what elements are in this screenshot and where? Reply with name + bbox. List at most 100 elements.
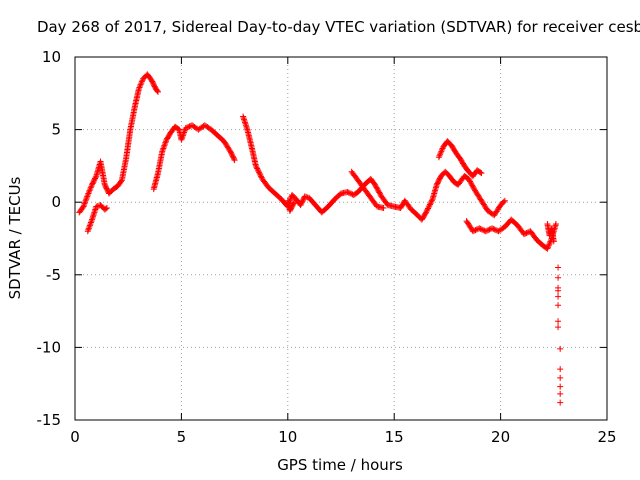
data-point xyxy=(522,230,529,237)
data-point xyxy=(428,198,435,205)
y-tick-label: 10 xyxy=(42,48,61,66)
chart-title: Day 268 of 2017, Sidereal Day-to-day VTE… xyxy=(37,18,640,36)
data-point xyxy=(253,164,260,171)
data-point xyxy=(84,228,91,235)
data-point xyxy=(181,128,188,135)
series-track-i xyxy=(544,220,557,245)
data-point xyxy=(86,223,93,230)
data-point xyxy=(290,200,297,207)
data-point xyxy=(425,204,432,211)
data-point xyxy=(87,219,94,226)
data-point xyxy=(372,181,379,188)
data-point xyxy=(469,228,476,235)
data-point xyxy=(424,206,431,213)
data-point xyxy=(375,188,382,195)
data-point xyxy=(82,199,89,206)
data-point xyxy=(161,142,168,149)
grid xyxy=(75,57,607,420)
data-point xyxy=(161,141,168,148)
data-point xyxy=(87,186,94,193)
data-point xyxy=(423,209,430,216)
data-point xyxy=(555,318,562,325)
data-point xyxy=(466,177,473,184)
data-point xyxy=(85,190,92,197)
data-point xyxy=(374,186,381,193)
data-point xyxy=(103,205,110,212)
data-point xyxy=(555,274,562,281)
data-point xyxy=(467,179,474,186)
data-point xyxy=(180,130,187,137)
data-point xyxy=(476,225,483,232)
data-point xyxy=(555,264,562,271)
data-point xyxy=(435,154,442,161)
data-point xyxy=(183,124,190,131)
data-point xyxy=(254,166,261,173)
data-point xyxy=(102,205,109,212)
data-point xyxy=(557,366,564,373)
data-point xyxy=(88,218,95,225)
data-point xyxy=(422,210,429,217)
data-point xyxy=(80,203,87,210)
series-track-a xyxy=(76,71,161,216)
data-point xyxy=(465,175,472,182)
data-point xyxy=(438,146,445,153)
data-point xyxy=(550,238,557,245)
data-point xyxy=(483,227,490,234)
data-point xyxy=(557,399,564,406)
data-point xyxy=(557,383,564,390)
data-point xyxy=(178,136,185,143)
data-point xyxy=(346,190,353,197)
data-point xyxy=(486,226,493,233)
y-axis-label: SDTVAR / TECUs xyxy=(6,176,24,299)
data-point xyxy=(427,200,434,207)
data-point xyxy=(426,201,433,208)
data-point xyxy=(428,197,435,204)
data-point xyxy=(87,184,94,191)
data-point xyxy=(154,88,161,95)
data-point xyxy=(478,226,485,233)
data-point xyxy=(162,138,169,145)
data-point xyxy=(178,135,185,142)
data-point xyxy=(81,200,88,207)
data-point xyxy=(555,293,562,300)
data-point xyxy=(557,374,564,381)
y-tick-label: -5 xyxy=(46,266,61,284)
data-point xyxy=(380,205,387,212)
data-point xyxy=(557,390,564,397)
y-tick-label: 5 xyxy=(51,121,61,139)
series-track-b xyxy=(84,202,110,235)
x-axis-label: GPS time / hours xyxy=(277,456,403,474)
data-point xyxy=(477,225,484,232)
data-point xyxy=(135,85,142,92)
data-point xyxy=(181,129,188,136)
data-point xyxy=(84,191,91,198)
data-point xyxy=(552,220,559,227)
data-point xyxy=(426,202,433,209)
data-point xyxy=(374,185,381,192)
series-track-h xyxy=(463,216,559,252)
data-point xyxy=(468,181,475,188)
data-point xyxy=(545,242,552,249)
data-point xyxy=(82,197,89,204)
data-point xyxy=(162,139,169,146)
data-point xyxy=(546,241,553,248)
data-point xyxy=(252,162,259,169)
data-point xyxy=(521,231,528,238)
data-point xyxy=(438,148,445,155)
data-point xyxy=(482,228,489,235)
x-tick-label: 10 xyxy=(278,428,297,446)
data-point xyxy=(83,196,90,203)
data-point xyxy=(545,244,552,251)
data-point xyxy=(467,178,474,185)
series-track-d xyxy=(240,113,508,223)
data-point xyxy=(377,190,384,197)
series-track-f xyxy=(348,168,387,212)
data-point xyxy=(257,172,264,179)
data-point xyxy=(137,81,144,88)
data-point xyxy=(425,205,432,212)
data-point xyxy=(477,169,484,176)
x-tick-label: 5 xyxy=(177,428,187,446)
data-point xyxy=(501,197,508,204)
data-series xyxy=(76,71,564,406)
